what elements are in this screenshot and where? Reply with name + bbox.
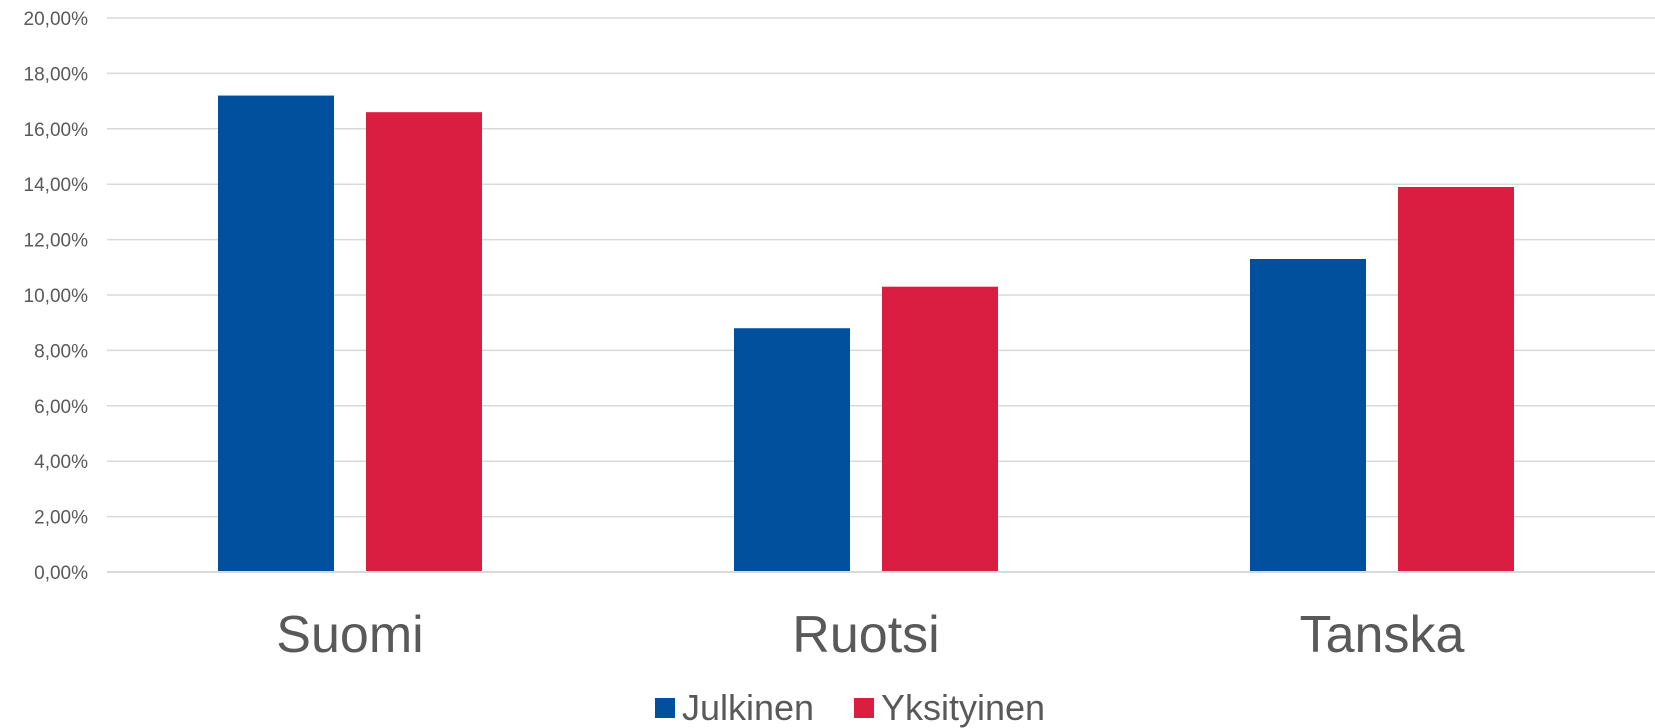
y-tick-label: 10,00% xyxy=(24,286,89,307)
legend: Julkinen Yksityinen xyxy=(655,687,1045,728)
bar-yksityinen-suomi xyxy=(366,112,482,573)
category-label-ruotsi: Ruotsi xyxy=(792,606,939,664)
legend-swatch-yksityinen xyxy=(854,698,874,718)
y-tick-label: 20,00% xyxy=(24,9,89,30)
category-label-suomi: Suomi xyxy=(276,606,423,664)
y-tick-label: 14,00% xyxy=(24,175,89,196)
bar-yksityinen-ruotsi xyxy=(882,286,998,572)
legend-label-julkinen: Julkinen xyxy=(682,687,814,728)
bar-yksityinen-tanska xyxy=(1398,186,1514,572)
y-tick-label: 12,00% xyxy=(24,231,89,252)
y-axis-tick-labels: 0,00% 2,00% 4,00% 6,00% 8,00% 10,00% 12,00% 14,… xyxy=(24,9,89,584)
x-axis-category-labels: Suomi Ruotsi Tanska xyxy=(276,606,1464,664)
bars xyxy=(218,95,1514,573)
bar-julkinen-tanska xyxy=(1250,258,1366,572)
y-tick-label: 6,00% xyxy=(34,397,88,418)
category-label-tanska: Tanska xyxy=(1300,606,1465,664)
bar-julkinen-suomi xyxy=(218,95,334,572)
y-tick-label: 8,00% xyxy=(34,341,88,362)
y-tick-label: 16,00% xyxy=(24,120,89,141)
bar-julkinen-ruotsi xyxy=(734,328,850,572)
legend-label-yksityinen: Yksityinen xyxy=(881,687,1045,728)
gridlines xyxy=(107,17,1655,518)
y-tick-label: 0,00% xyxy=(34,563,88,584)
y-tick-label: 4,00% xyxy=(34,452,88,473)
legend-swatch-julkinen xyxy=(655,698,675,718)
y-tick-label: 2,00% xyxy=(34,508,88,529)
y-tick-label: 18,00% xyxy=(24,64,89,85)
